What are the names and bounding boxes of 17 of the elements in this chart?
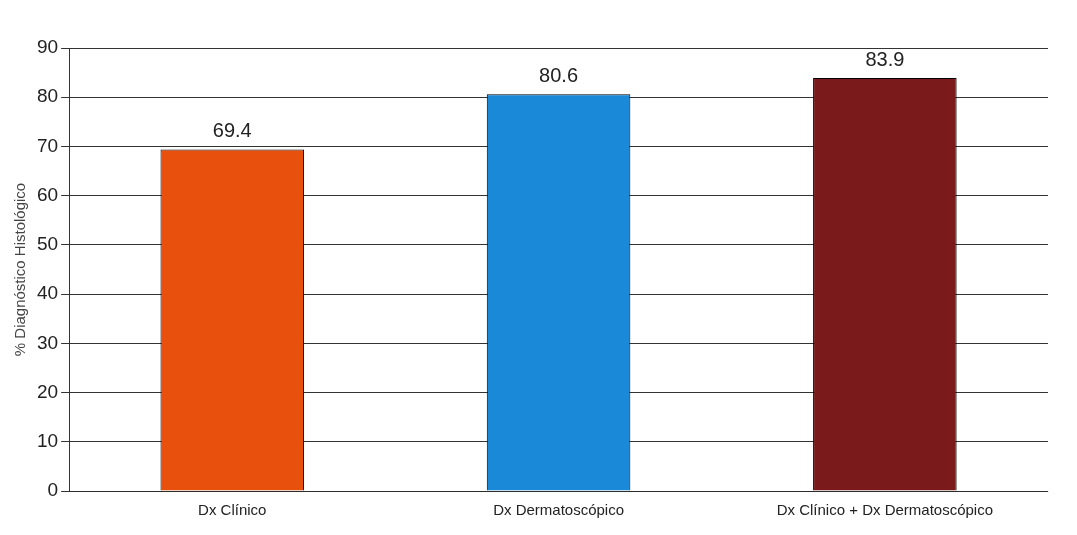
data-label: 83.9 xyxy=(865,47,905,70)
data-label: 80.6 xyxy=(539,63,579,86)
y-tick-label: 40 xyxy=(36,282,59,304)
y-axis-title: % Diagnóstico Histológico xyxy=(11,182,29,357)
y-tick-label: 10 xyxy=(36,430,59,452)
x-tick-label: Dx Dermatoscópico xyxy=(493,501,625,519)
y-tick-label: 0 xyxy=(47,479,59,501)
y-tick-label: 30 xyxy=(36,331,59,353)
x-tick-label: Dx Clínico xyxy=(198,501,267,519)
y-tick-label: 60 xyxy=(36,183,59,205)
y-tick-label: 80 xyxy=(36,85,59,107)
y-tick-label: 90 xyxy=(36,36,59,58)
y-tick-label: 20 xyxy=(36,380,59,402)
y-tick-label: 50 xyxy=(36,233,59,255)
y-tick-label: 70 xyxy=(36,134,59,156)
x-tick-label: Dx Clínico + Dx Dermatoscópico xyxy=(776,501,994,519)
data-label: 69.4 xyxy=(212,118,252,141)
